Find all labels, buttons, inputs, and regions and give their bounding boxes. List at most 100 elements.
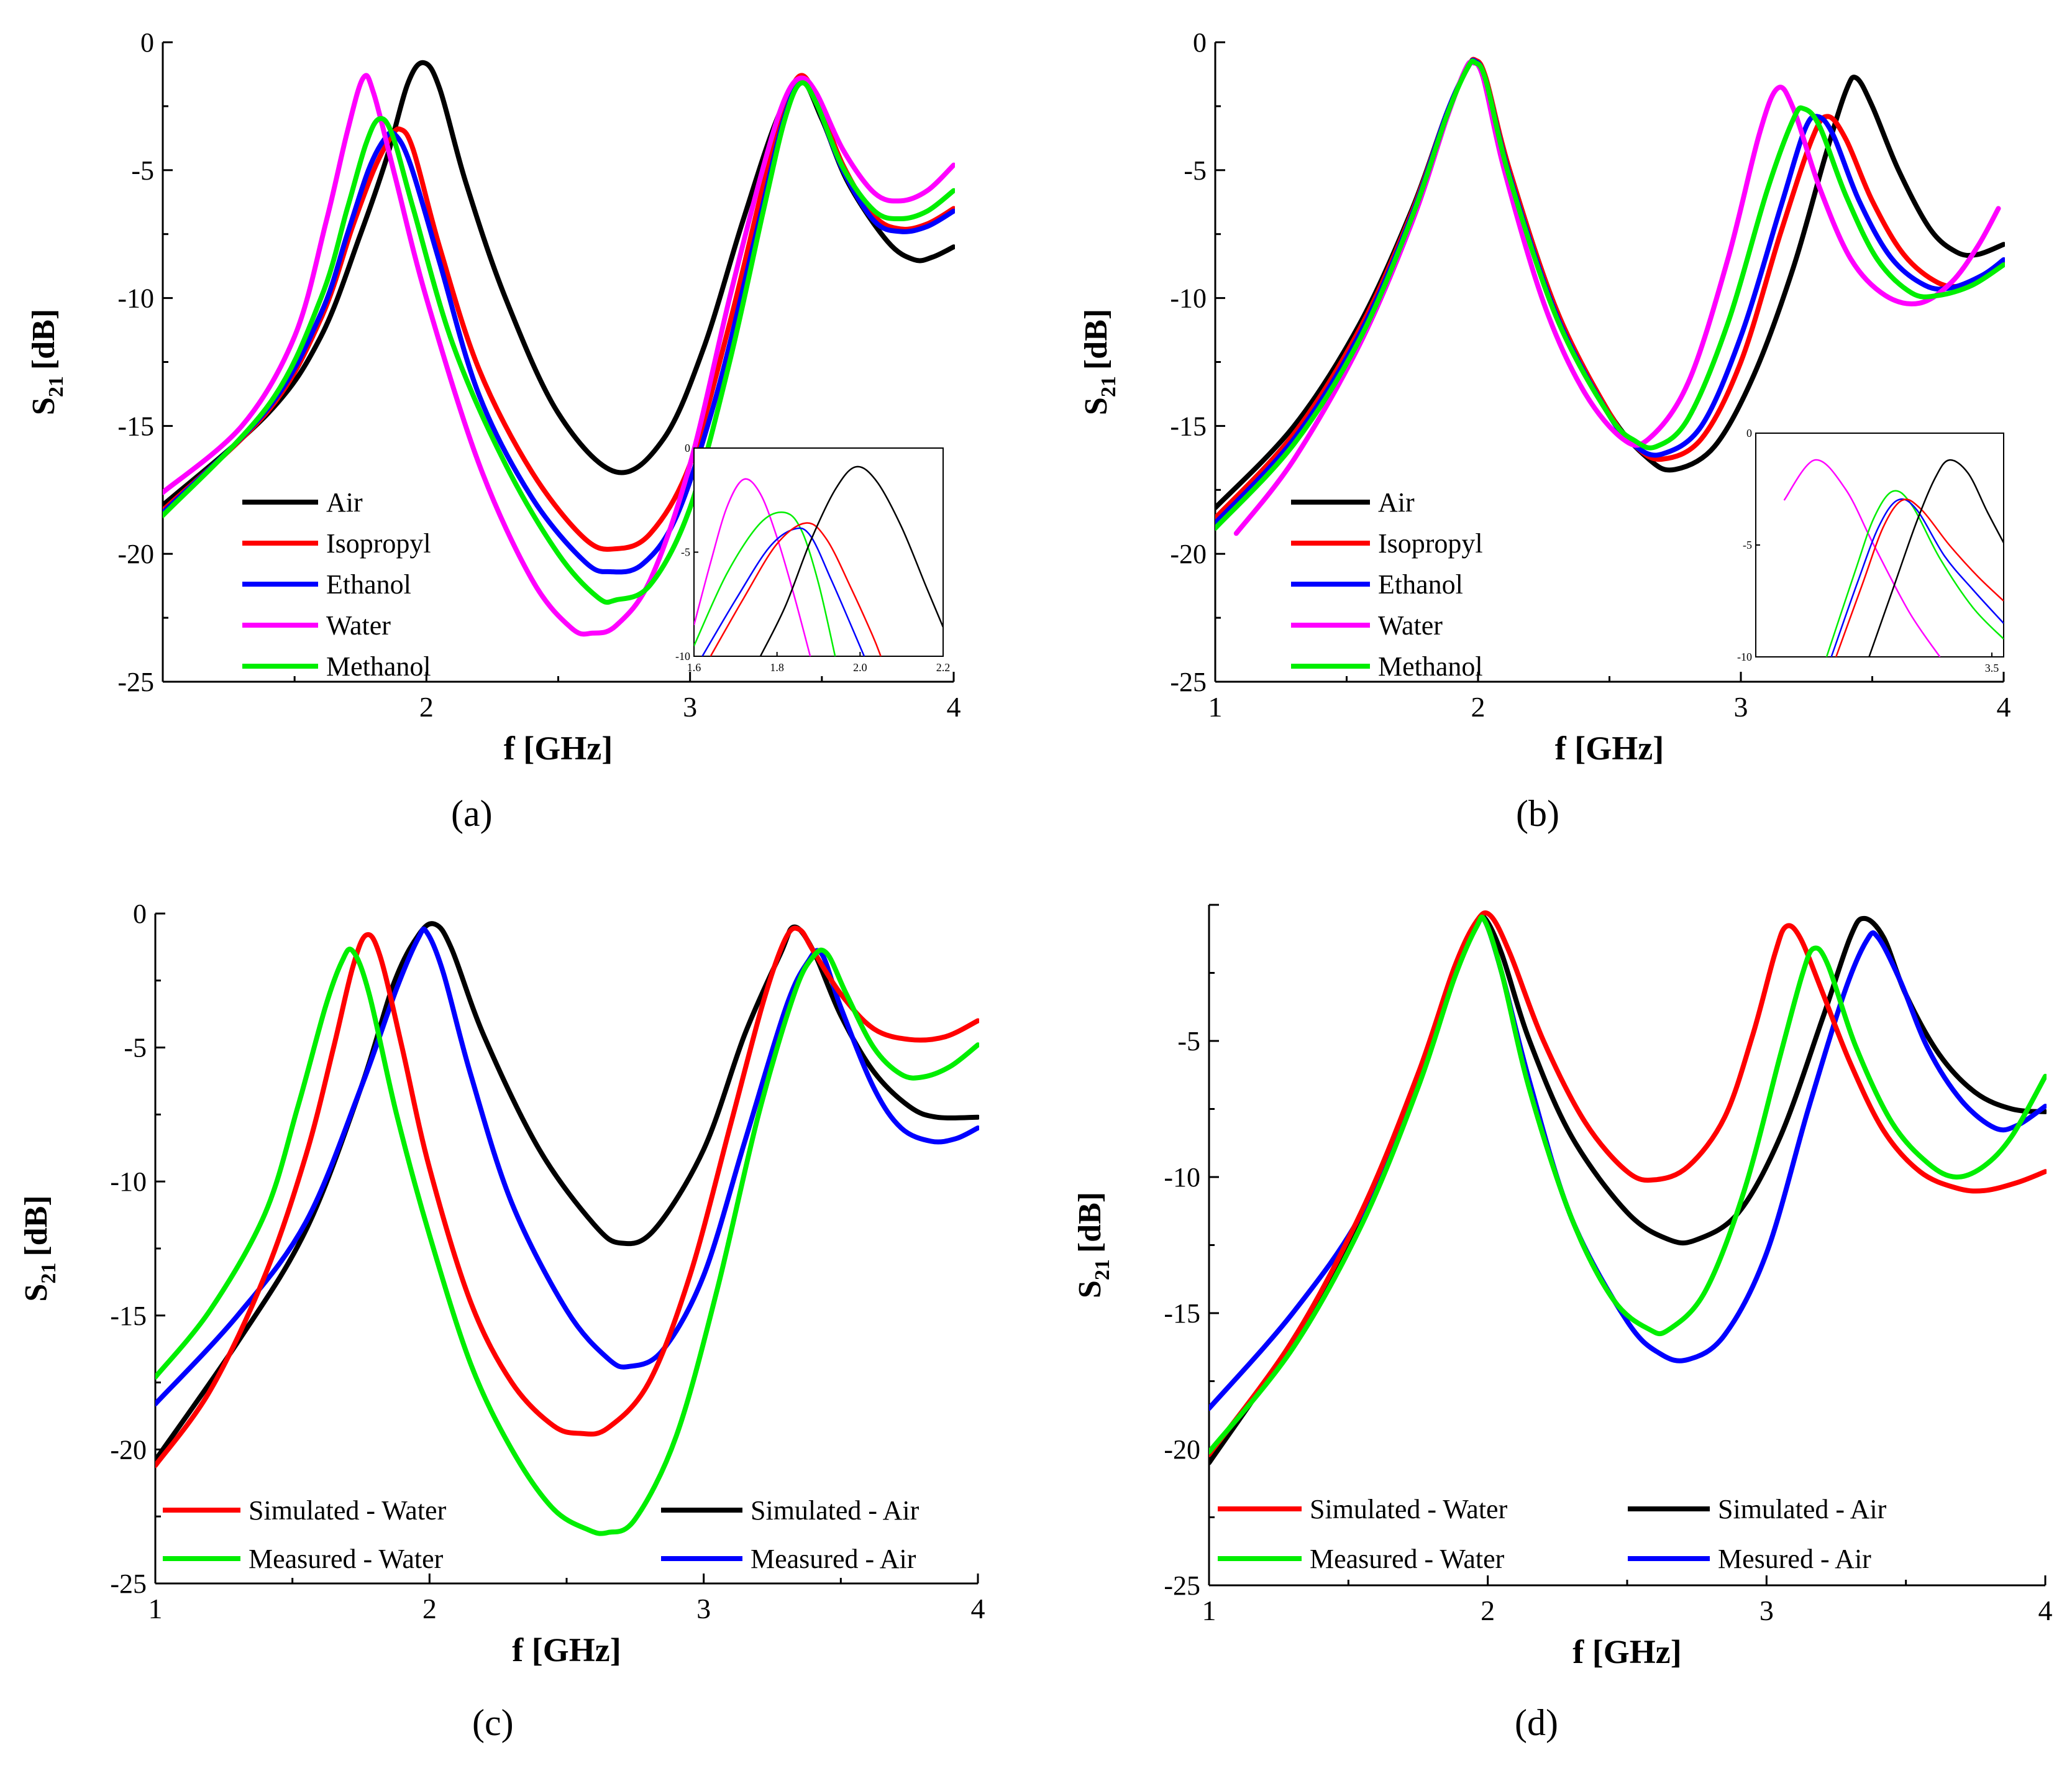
y-tick-label: -25 [117, 667, 154, 697]
x-tick-label: 3 [1759, 1595, 1774, 1626]
y-axis-label-unit: [dB] [19, 1195, 54, 1256]
inset-y-tick-label: -5 [1743, 539, 1752, 551]
y-tick-label: -5 [124, 1033, 147, 1063]
series-line-measured-water [155, 946, 979, 1536]
x-axis-label: f [GHz] [504, 730, 613, 767]
series-line-water [163, 73, 955, 637]
legend-label: Simulated - Air [1718, 1494, 1887, 1524]
inset-series-line-methanol [694, 511, 836, 656]
y-axis-label-sub: 21 [1097, 376, 1120, 397]
legend-label: Simulated - Air [751, 1495, 920, 1526]
y-tick-label: -15 [1170, 411, 1207, 441]
x-tick-label: 2 [1471, 691, 1486, 723]
y-tick-label: -20 [1164, 1434, 1200, 1465]
chart-d: 1 2 3 4 -5 -10 -15 -20 -25 f [GHz] S21 [dB] Simulate… [1072, 904, 2053, 1670]
legend-label: Air [326, 487, 363, 518]
x-axis-label: f [GHz] [1572, 1633, 1681, 1670]
series-line-simulated-water [1209, 910, 2047, 1457]
x-tick-label: 2 [422, 1593, 437, 1624]
y-axis-label: S21 [dB] [1072, 1192, 1114, 1298]
legend-label: Isopropyl [1378, 528, 1483, 559]
legend-label: Ethanol [326, 569, 411, 600]
y-axis-label-sub: 21 [1091, 1259, 1114, 1280]
series-line-mesured-air [1209, 914, 2047, 1411]
y-axis-label: S21 [dB] [1079, 309, 1120, 415]
series-line-simulated-air [155, 921, 979, 1463]
inset-y-tick-label: -10 [675, 650, 690, 662]
panel-label-c: (c) [472, 1702, 514, 1743]
chart-c: 1 2 3 4 0 -5 -10 -15 -20 -25 f [GHz] S21 [dB] Simulat… [19, 899, 985, 1669]
y-axis-label-main: S [19, 1284, 54, 1302]
legend-label: Methanol [1378, 651, 1483, 682]
inset-y-tick-label: -10 [1737, 651, 1752, 663]
y-tick-label: -10 [110, 1166, 147, 1197]
x-tick-label: 1 [1208, 691, 1223, 723]
x-tick-label: 4 [947, 691, 961, 723]
inset-series-line-isopropyl [710, 522, 882, 656]
y-axis-label-sub: 21 [45, 376, 68, 397]
legend-label: Air [1378, 487, 1415, 518]
x-axis-label: f [GHz] [1555, 730, 1664, 767]
legend-label: Measured - Water [1310, 1544, 1505, 1574]
series-line-simulated-water [155, 925, 979, 1468]
legend-label: Measured - Air [751, 1544, 916, 1574]
x-tick-label: 3 [1734, 691, 1748, 723]
y-tick-label: 0 [133, 899, 147, 929]
x-tick-label: 4 [2038, 1595, 2053, 1626]
inset-series-line-ethanol [701, 527, 865, 656]
chart-a: 2 3 4 0 -5 -10 -15 -20 -25 f [GHz] S21 [dB] Air Isopr… [26, 27, 961, 767]
y-tick-label: -5 [131, 155, 154, 186]
inset-x-tick-label: 1.6 [687, 661, 701, 674]
x-tick-label: 3 [683, 691, 697, 723]
y-tick-label: -20 [1170, 539, 1207, 569]
y-tick-label: -20 [117, 539, 154, 569]
y-tick-label: 0 [1193, 27, 1207, 58]
series-group [163, 60, 955, 637]
series-line-methanol [1215, 58, 2005, 531]
inset-y-tick-label: 0 [1746, 427, 1752, 439]
y-tick-label: 0 [140, 27, 154, 58]
inset-x-tick-label: 3.5 [1985, 662, 1999, 674]
inset-series-line-water [694, 478, 811, 656]
series-line-measured-air [155, 926, 979, 1407]
panel-label-d: (d) [1515, 1702, 1558, 1743]
y-tick-label: -20 [110, 1434, 147, 1465]
series-group [1215, 57, 2005, 536]
y-axis-label: S21 [dB] [26, 309, 68, 415]
y-tick-label: -15 [1164, 1298, 1200, 1329]
inset-x-tick-label: 1.8 [770, 661, 784, 674]
legend-label: Mesured - Air [1718, 1544, 1871, 1574]
y-tick-label: -25 [1164, 1570, 1200, 1601]
inset-series-group [1783, 459, 2004, 657]
y-tick-label: -5 [1177, 1026, 1200, 1056]
legend-label: Water [326, 610, 391, 641]
series-group [1209, 910, 2047, 1465]
series-line-measured-water [1209, 914, 2047, 1455]
panel-label-a: (a) [451, 793, 493, 834]
inset-series-line-methanol [1825, 490, 2004, 657]
series-line-simulated-air [1209, 913, 2047, 1465]
y-axis-label: S21 [dB] [19, 1195, 60, 1301]
y-tick-label: -25 [110, 1569, 147, 1599]
y-tick-label: -15 [110, 1301, 147, 1331]
x-tick-label: 2 [1481, 1595, 1495, 1626]
series-group [155, 921, 979, 1536]
legend-label: Simulated - Water [1310, 1494, 1508, 1524]
x-tick-label: 4 [1997, 691, 2011, 723]
y-tick-label: -10 [1164, 1162, 1200, 1193]
inset-frame [1755, 433, 2004, 657]
inset-series-group [694, 465, 943, 656]
y-axis-label-unit: [dB] [1072, 1192, 1108, 1253]
inset-series-line-air [1868, 459, 2004, 657]
inset-y-tick-label: 0 [685, 442, 690, 454]
x-tick-label: 1 [148, 1593, 163, 1624]
x-tick-label: 4 [971, 1593, 985, 1624]
inset-y-tick-label: -5 [681, 546, 690, 559]
y-axis-label-main: S [1072, 1280, 1108, 1298]
legend-label: Measured - Water [249, 1544, 444, 1574]
y-axis-label-sub: 21 [37, 1263, 60, 1284]
inset-series-line-isopropyl [1835, 498, 2004, 657]
inset-x-tick-label: 2.2 [936, 661, 951, 674]
